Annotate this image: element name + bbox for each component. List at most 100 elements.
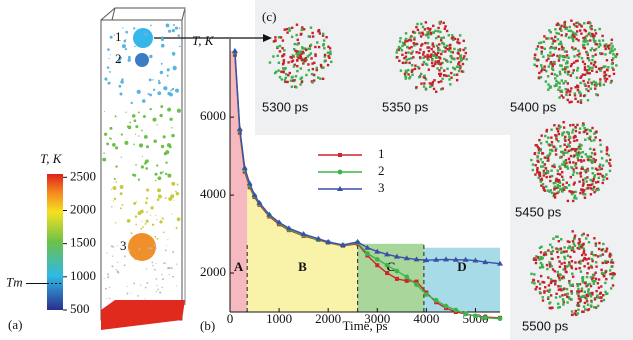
atom <box>566 88 570 92</box>
atom <box>594 42 597 46</box>
atom <box>287 74 290 77</box>
atom <box>569 154 573 158</box>
marker <box>338 153 342 157</box>
atom <box>560 238 563 241</box>
atom <box>537 149 541 152</box>
particle <box>153 268 156 271</box>
particle <box>154 179 157 182</box>
atom <box>412 56 415 59</box>
atom <box>458 64 462 68</box>
particle <box>110 205 113 208</box>
atom <box>420 22 423 26</box>
atom <box>434 60 437 63</box>
atom <box>551 306 554 309</box>
atom <box>558 305 562 309</box>
atom <box>305 58 308 62</box>
atom <box>566 167 570 170</box>
atom <box>548 29 551 32</box>
atom <box>423 76 427 79</box>
atom <box>545 185 548 188</box>
particle-label: 2 <box>115 51 122 66</box>
atom <box>562 67 565 71</box>
atom <box>614 54 617 58</box>
particle <box>168 29 172 33</box>
atom <box>430 47 433 51</box>
atom <box>592 177 595 181</box>
particle <box>158 194 160 196</box>
atom <box>440 80 443 83</box>
particle <box>165 172 168 176</box>
atom <box>307 63 310 66</box>
atom <box>404 55 408 58</box>
atom <box>549 148 552 152</box>
atom <box>453 67 456 70</box>
marker <box>482 259 489 265</box>
atom <box>575 197 578 200</box>
atom <box>426 27 430 30</box>
marker <box>462 256 469 262</box>
particle <box>115 146 119 150</box>
atom <box>584 84 587 87</box>
atom <box>593 175 596 179</box>
atom <box>450 76 453 79</box>
particle <box>155 277 158 280</box>
particle <box>113 197 117 201</box>
atom <box>554 192 557 196</box>
particle <box>175 227 178 229</box>
atom <box>426 53 429 57</box>
atom <box>571 272 574 275</box>
atom <box>439 39 443 42</box>
atom <box>596 296 600 299</box>
atom <box>560 34 563 37</box>
atom <box>431 64 434 68</box>
atom <box>588 282 592 286</box>
atom <box>312 73 316 77</box>
legend-label: 1 <box>378 146 385 161</box>
atom <box>426 31 429 34</box>
atom <box>583 130 586 133</box>
atom <box>596 255 600 258</box>
atom <box>421 43 424 46</box>
atom <box>322 44 325 47</box>
atom <box>584 153 588 156</box>
atom <box>558 295 562 298</box>
atom <box>590 82 594 86</box>
atom <box>591 291 594 295</box>
atom <box>551 46 555 50</box>
atom <box>587 136 590 140</box>
atom <box>567 143 570 146</box>
particle <box>104 77 108 81</box>
particle <box>144 298 146 300</box>
atom <box>590 250 594 254</box>
particle <box>108 57 110 60</box>
atom <box>573 55 576 58</box>
atom <box>561 55 565 58</box>
atom <box>422 60 426 64</box>
atom <box>531 168 535 172</box>
atom <box>581 178 585 182</box>
atom <box>574 125 577 129</box>
particle <box>145 159 149 163</box>
atom <box>436 61 440 64</box>
atom <box>605 160 609 163</box>
atom <box>559 247 562 251</box>
atom <box>593 190 596 194</box>
atom <box>599 84 602 87</box>
atom <box>558 278 561 282</box>
atom <box>328 47 332 50</box>
atom <box>606 45 609 48</box>
particle <box>175 191 180 196</box>
atom <box>423 74 426 77</box>
atom <box>400 49 404 52</box>
atom <box>561 150 564 154</box>
particle <box>176 217 181 222</box>
atom <box>550 62 554 66</box>
atom <box>536 58 539 62</box>
atom <box>284 72 288 76</box>
atom <box>588 183 591 187</box>
atom <box>531 163 535 166</box>
atom <box>544 250 547 254</box>
particle <box>159 220 163 224</box>
atom <box>583 256 586 260</box>
particle <box>117 270 119 272</box>
